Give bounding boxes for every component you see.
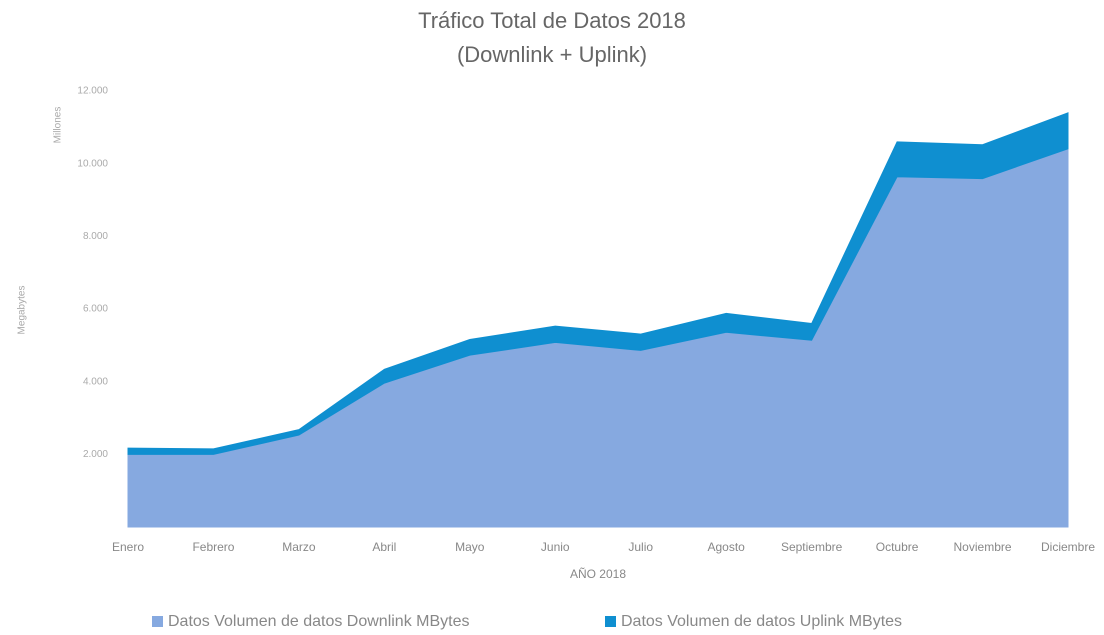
y-tick-label: 8.000 bbox=[83, 231, 108, 242]
y-unit-label: Millones bbox=[53, 107, 64, 144]
x-tick-label: Enero bbox=[112, 540, 144, 554]
x-axis-label: AÑO 2018 bbox=[570, 567, 626, 581]
legend-label: Datos Volumen de datos Uplink MBytes bbox=[621, 613, 902, 630]
x-tick-label: Junio bbox=[541, 540, 570, 554]
area bbox=[127, 112, 1069, 455]
x-tick-label: Febrero bbox=[192, 540, 234, 554]
legend-swatch bbox=[152, 616, 163, 627]
x-tick-label: Marzo bbox=[282, 540, 316, 554]
x-tick-label: Octubre bbox=[876, 540, 919, 554]
y-tick-label: 4.000 bbox=[83, 376, 108, 387]
y-axis-label: Megabytes bbox=[17, 286, 28, 335]
x-tick-label: Septiembre bbox=[781, 540, 843, 554]
chart-title: Tráfico Total de Datos 2018 bbox=[418, 8, 686, 33]
x-tick-label: Julio bbox=[628, 540, 653, 554]
x-tick-label: Diciembre bbox=[1041, 540, 1095, 554]
y-tick-label: 2.000 bbox=[83, 449, 108, 460]
y-tick-label: 10.000 bbox=[77, 158, 108, 169]
y-tick-label: 6.000 bbox=[83, 304, 108, 315]
legend-label: Datos Volumen de datos Downlink MBytes bbox=[168, 613, 469, 630]
chart-subtitle: (Downlink + Uplink) bbox=[457, 42, 647, 67]
x-tick-label: Agosto bbox=[708, 540, 746, 554]
x-tick-label: Noviembre bbox=[954, 540, 1012, 554]
legend-swatch bbox=[605, 616, 616, 627]
x-tick-label: Mayo bbox=[455, 540, 485, 554]
y-tick-label: 12.000 bbox=[77, 86, 108, 97]
x-tick-label: Abril bbox=[372, 540, 396, 554]
